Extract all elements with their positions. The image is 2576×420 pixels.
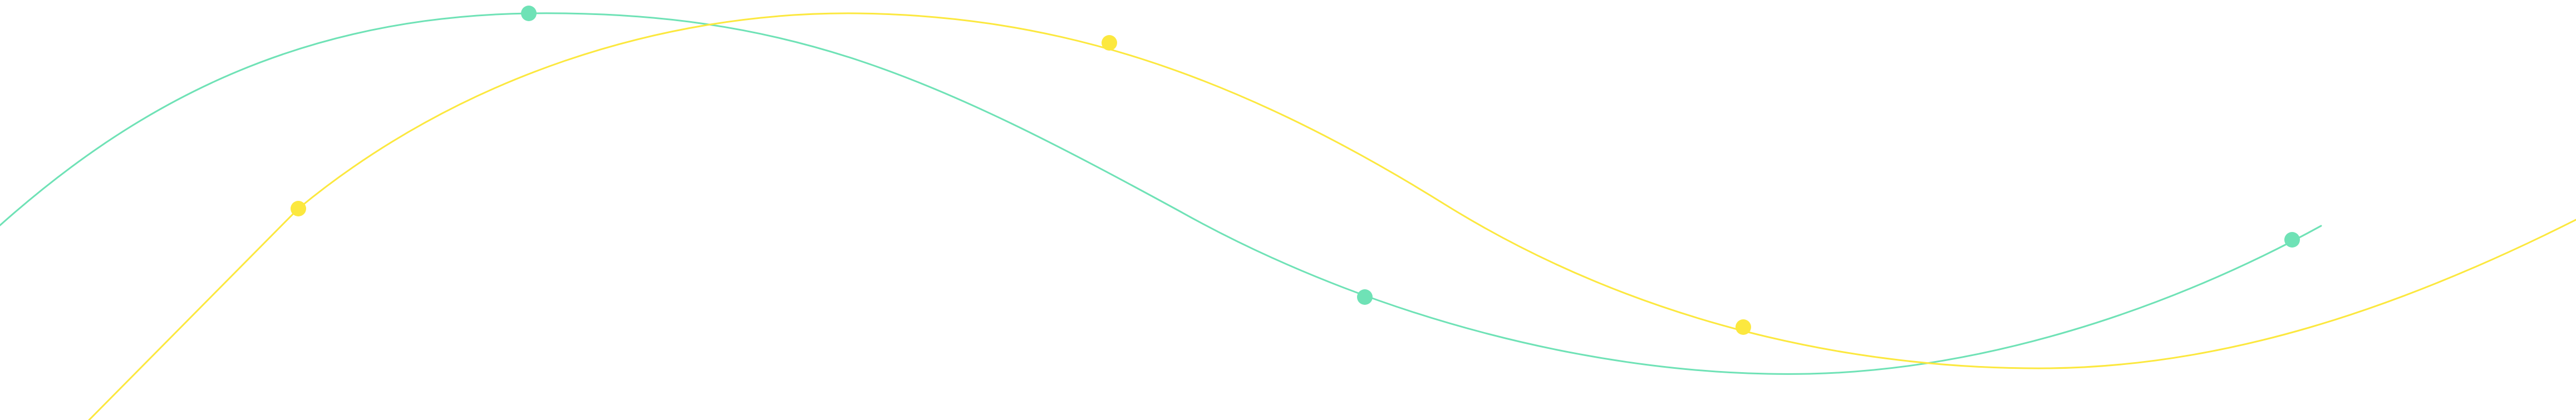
yellow-wave-dot [1736,319,1751,335]
teal-wave-dot [521,6,537,21]
teal-wave-dot [2284,232,2300,248]
yellow-wave-dot [1102,35,1117,51]
teal-wave-dot [1357,289,1373,305]
yellow-wave-dot [291,201,306,216]
yellow-wave-line [88,12,2576,420]
teal-wave-line [0,12,2322,375]
